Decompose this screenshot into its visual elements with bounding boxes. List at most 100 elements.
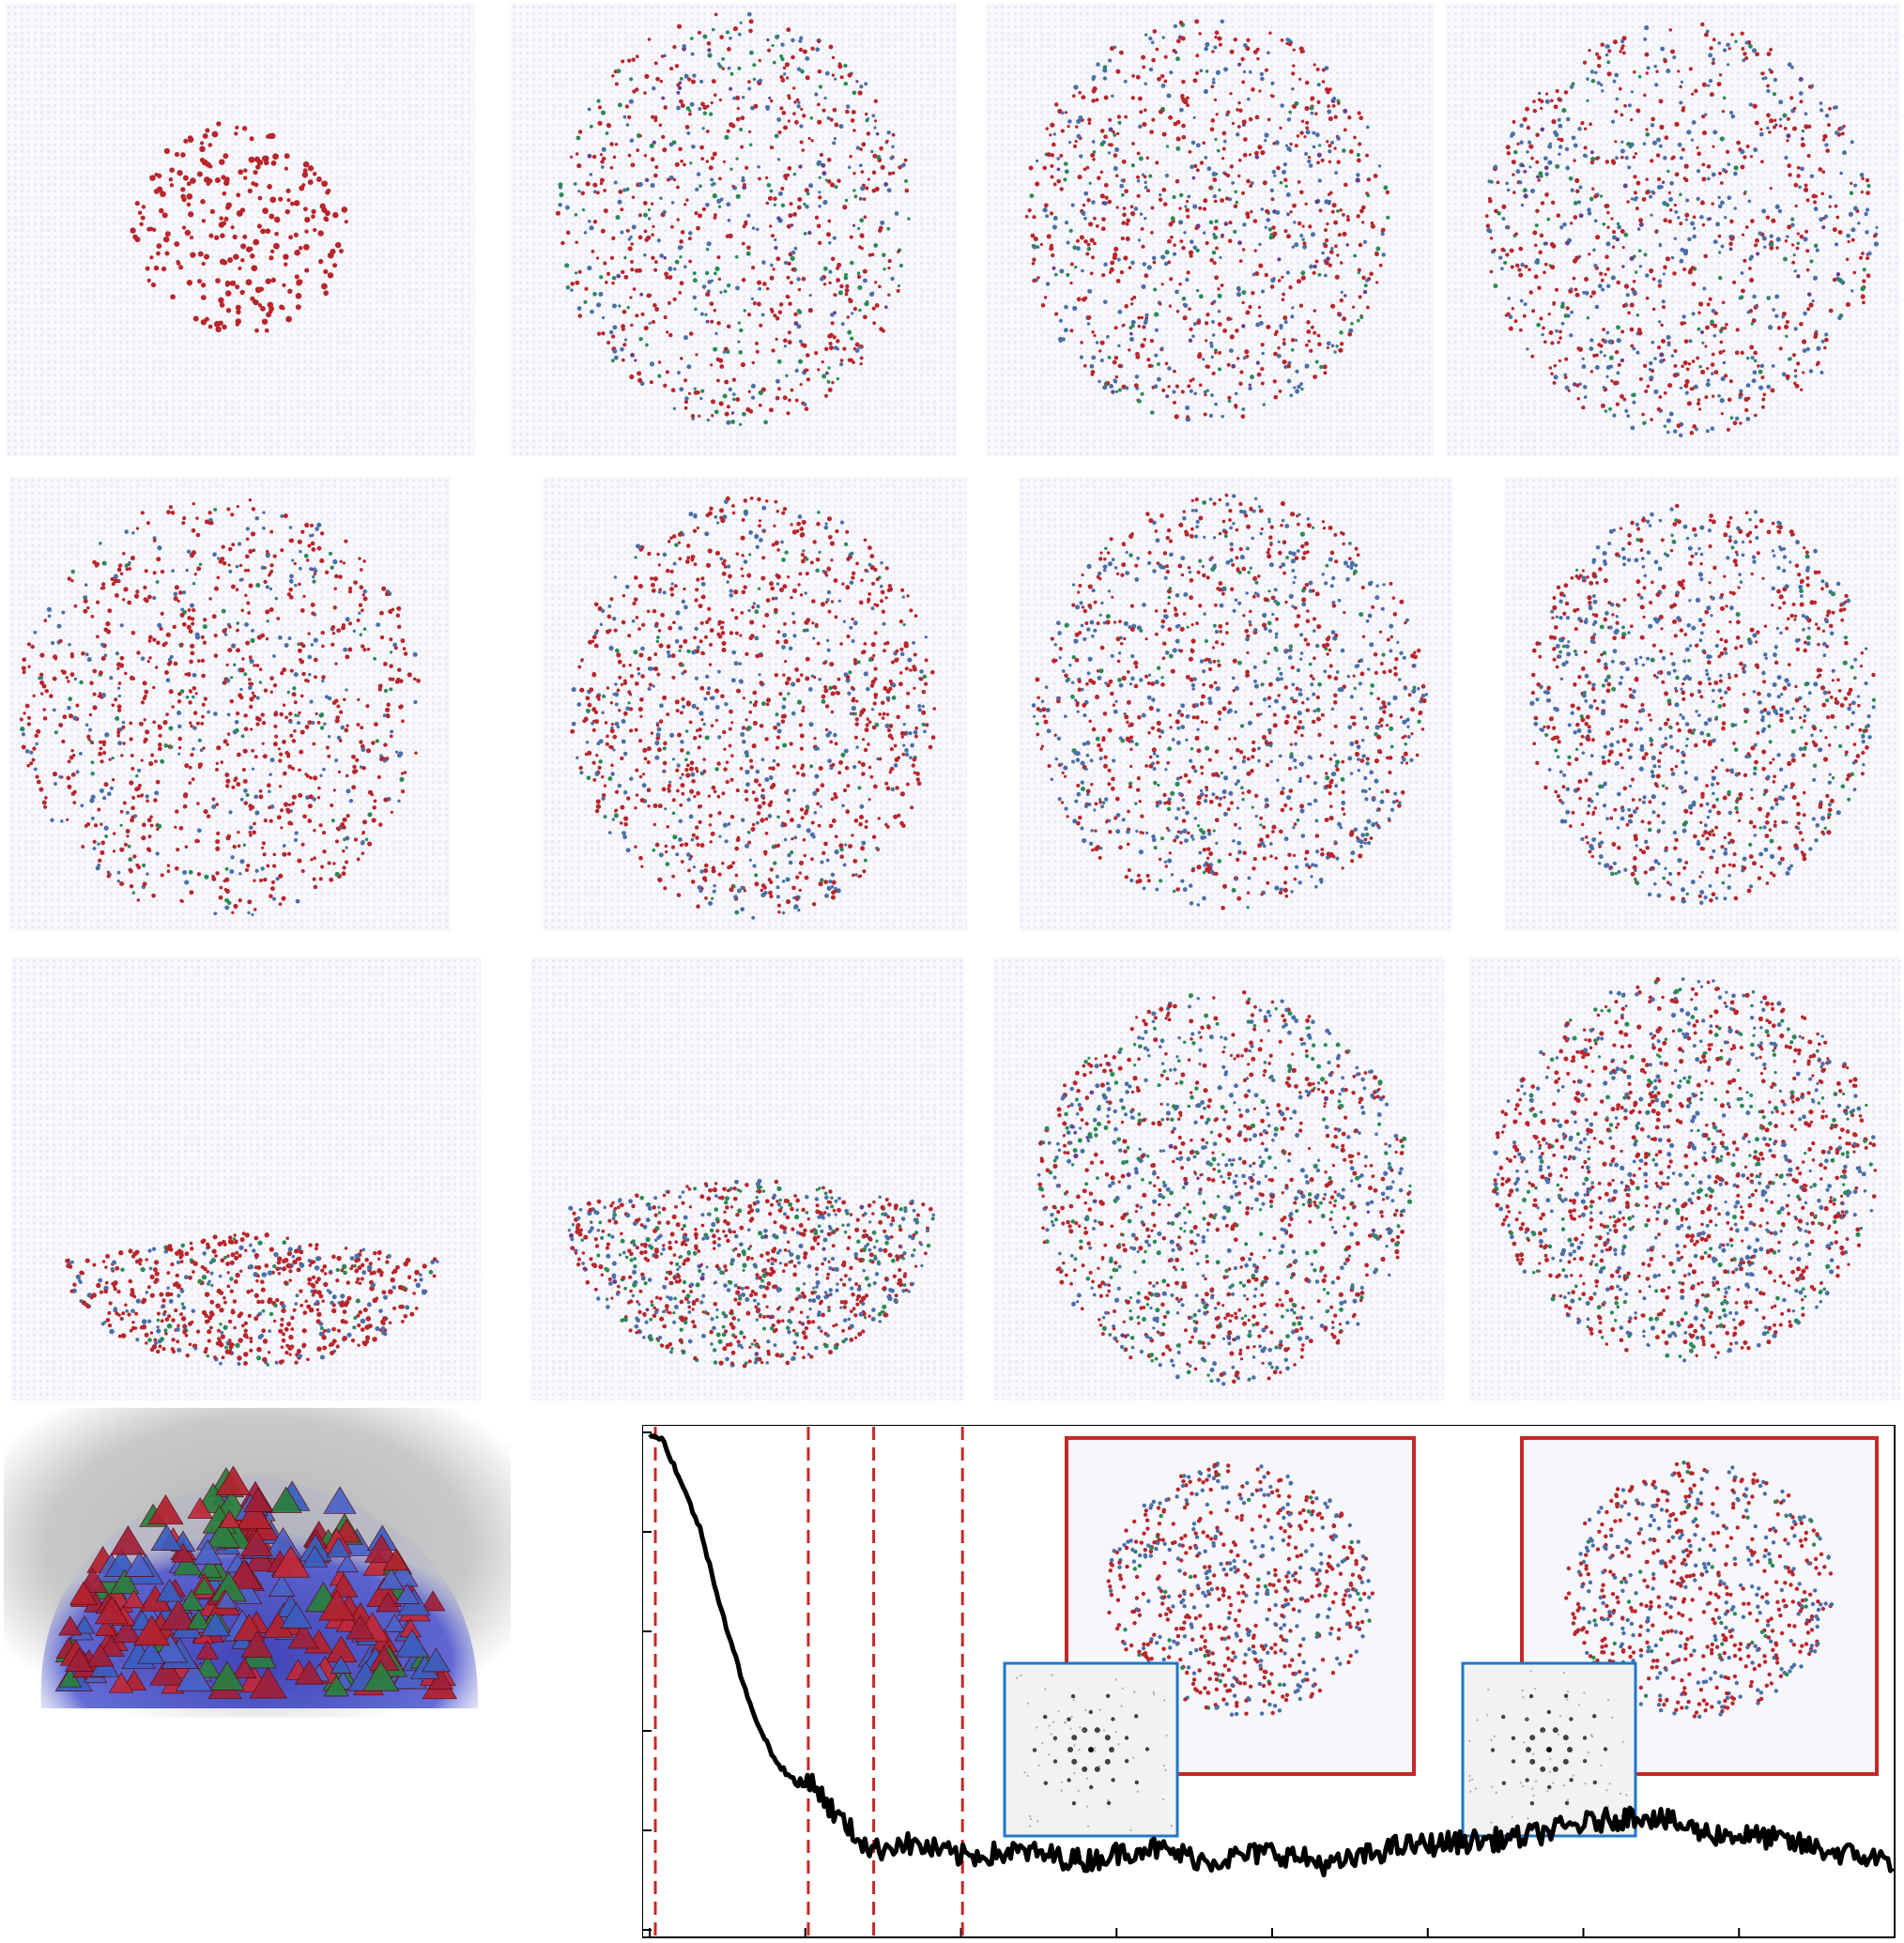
atom [336, 704, 340, 708]
atom [1213, 235, 1218, 239]
atom [1620, 359, 1624, 362]
atom [1864, 212, 1867, 216]
atom [117, 871, 121, 875]
atom [1726, 150, 1729, 154]
atom [1773, 78, 1777, 82]
atom [230, 281, 236, 286]
atom [343, 837, 346, 841]
atom [872, 834, 876, 838]
atom [1633, 175, 1636, 178]
atom [889, 771, 892, 773]
atom [224, 773, 229, 777]
atom [387, 714, 391, 718]
atom [1782, 372, 1787, 376]
atom [1188, 150, 1191, 154]
atom [852, 874, 854, 877]
atom [584, 231, 588, 235]
atom [1652, 141, 1657, 145]
atom [1717, 196, 1720, 199]
atom [1286, 270, 1290, 274]
atom [652, 86, 656, 91]
atom [1685, 218, 1688, 221]
atom [1684, 339, 1689, 344]
atom [208, 164, 213, 169]
atom [1620, 329, 1624, 333]
atom [117, 687, 120, 690]
atom [1604, 354, 1606, 357]
atom [785, 375, 788, 377]
atom [1766, 127, 1770, 130]
atom [1853, 184, 1857, 188]
atom [720, 626, 724, 630]
atom [637, 672, 640, 675]
atom [1191, 334, 1195, 338]
atom [1875, 226, 1878, 229]
atom [1588, 252, 1590, 255]
atom [1081, 211, 1085, 216]
atom [176, 260, 179, 264]
atom [371, 741, 375, 744]
atom [793, 321, 798, 326]
atom [691, 417, 695, 421]
atom [273, 853, 277, 857]
atom [267, 620, 269, 622]
atom [713, 151, 717, 156]
atom [178, 265, 183, 269]
atom [1195, 71, 1199, 75]
atom [1291, 348, 1295, 352]
atom [787, 276, 791, 280]
atom [1659, 244, 1662, 247]
atom [704, 314, 707, 316]
atom [131, 767, 134, 771]
atom [1189, 328, 1192, 331]
atom [1186, 96, 1190, 99]
atom [1371, 224, 1375, 229]
atom [622, 594, 625, 597]
atom [694, 390, 699, 395]
atom [1204, 393, 1206, 396]
atom [769, 224, 772, 227]
atom [314, 675, 317, 679]
atom [1369, 271, 1374, 276]
atom [1098, 349, 1101, 352]
atom [1205, 313, 1209, 316]
atom [723, 393, 728, 398]
atom [710, 363, 713, 366]
atom [592, 728, 596, 732]
atom [556, 211, 560, 216]
atom [195, 633, 200, 637]
atom [600, 177, 605, 182]
atom [703, 112, 707, 115]
atom [878, 284, 882, 288]
atom [852, 110, 856, 115]
atom [1231, 364, 1236, 369]
atom [1861, 294, 1866, 298]
atom [1574, 255, 1579, 260]
atom [219, 559, 223, 564]
atom [195, 692, 198, 695]
atom [68, 696, 72, 701]
atom [273, 712, 278, 717]
atom [853, 620, 858, 625]
atom [700, 101, 705, 106]
atom [661, 54, 665, 58]
atom [1757, 364, 1760, 368]
atom [1193, 164, 1197, 168]
atom [1820, 371, 1823, 375]
atom [1282, 360, 1287, 364]
atom [775, 338, 777, 341]
atom [1077, 134, 1082, 139]
atom [27, 642, 31, 646]
atom [256, 696, 260, 700]
atom [138, 210, 142, 214]
atom [201, 674, 206, 679]
atom [867, 742, 870, 746]
atom [1524, 193, 1528, 198]
atom [791, 223, 794, 227]
atom [1600, 194, 1603, 197]
atom [691, 704, 696, 709]
atom [795, 399, 799, 403]
atom [276, 617, 280, 620]
atom [796, 522, 801, 527]
atom [246, 602, 250, 605]
